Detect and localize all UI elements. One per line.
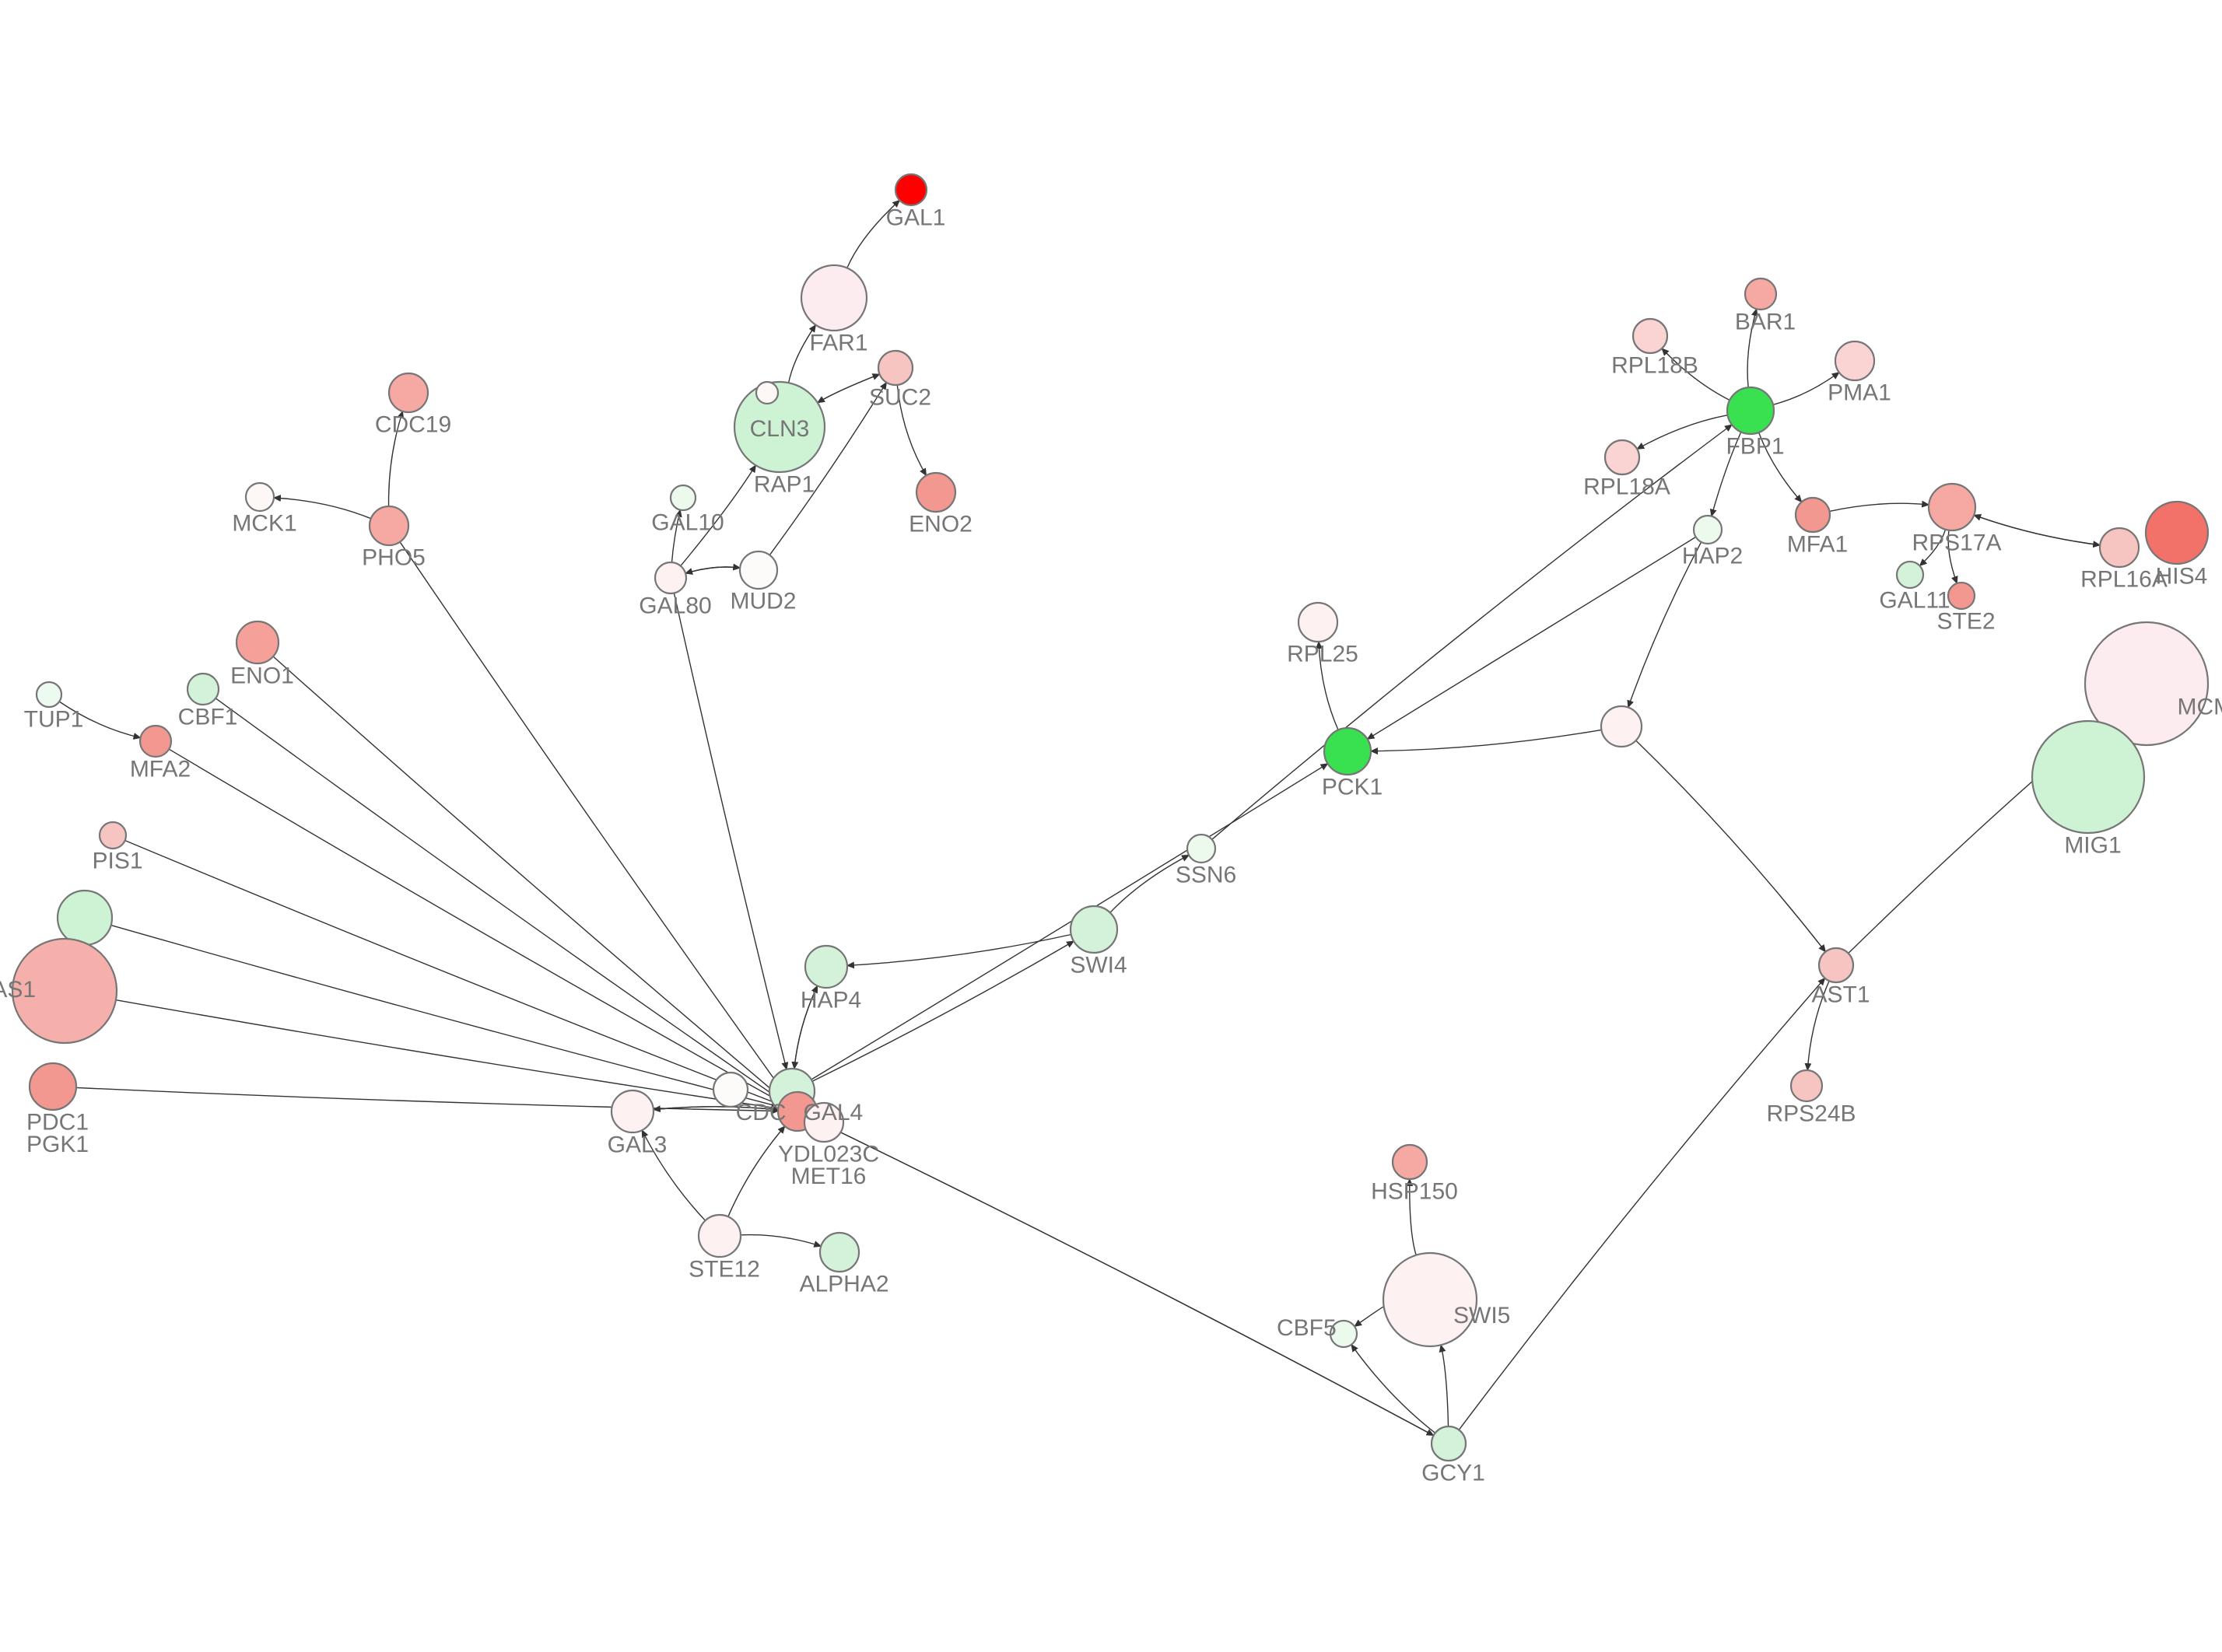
svg-text:TUP1: TUP1 [24,707,84,733]
svg-text:HSP150: HSP150 [1371,1179,1458,1205]
svg-text:HAP4: HAP4 [801,988,861,1013]
svg-text:AST1: AST1 [1811,982,1870,1008]
svg-text:ENO1: ENO1 [230,663,294,689]
svg-text:SUC2: SUC2 [869,385,931,411]
svg-text:ALPHA2: ALPHA2 [799,1272,888,1297]
svg-text:GAL80: GAL80 [639,593,711,619]
svg-text:CDC19: CDC19 [375,412,451,438]
svg-text:PHO5: PHO5 [362,545,426,571]
svg-text:GAL10: GAL10 [651,510,724,536]
svg-text:GCY1: GCY1 [1421,1461,1485,1486]
svg-text:MFA2: MFA2 [130,757,191,782]
svg-text:FAR1: FAR1 [809,331,867,356]
svg-text:RPL18A: RPL18A [1583,474,1670,500]
svg-text:BAR1: BAR1 [1735,310,1796,335]
svg-text:GAL3: GAL3 [608,1132,668,1158]
svg-text:MET16: MET16 [791,1164,867,1189]
svg-text:GAL4: GAL4 [804,1100,864,1125]
svg-text:CBF1: CBF1 [178,705,238,730]
svg-text:ENO2: ENO2 [909,512,973,537]
svg-text:MCK1: MCK1 [232,511,296,537]
svg-text:PMA1: PMA1 [1828,380,1891,406]
svg-text:CBF5: CBF5 [1277,1315,1337,1341]
svg-text:PCK1: PCK1 [1322,775,1383,800]
svg-text:RPL16A: RPL16A [2080,567,2168,593]
svg-text:PIS1: PIS1 [92,849,142,874]
svg-text:SSN6: SSN6 [1176,863,1236,888]
svg-text:RPL25: RPL25 [1287,642,1358,667]
svg-text:MFA1: MFA1 [1787,532,1848,558]
svg-text:RAP1: RAP1 [754,472,815,498]
svg-text:STE2: STE2 [1936,609,1995,635]
svg-text:SWI5: SWI5 [1453,1303,1510,1328]
svg-text:HAP2: HAP2 [1682,544,1743,569]
svg-text:CDC: CDC [736,1100,787,1125]
svg-text:PGK1: PGK1 [26,1132,89,1157]
svg-text:FBP1: FBP1 [1726,434,1784,460]
svg-text:RPS24B: RPS24B [1766,1101,1856,1127]
svg-text:MCM1: MCM1 [2178,695,2222,720]
svg-text:RPS17A: RPS17A [1912,530,2001,556]
svg-text:CLN3: CLN3 [750,416,810,442]
svg-text:RPL18B: RPL18B [1611,353,1698,379]
svg-text:AS1: AS1 [0,977,36,1003]
svg-text:HIS4: HIS4 [2156,564,2208,590]
svg-text:MIG1: MIG1 [2064,833,2121,859]
svg-text:GAL1: GAL1 [886,205,946,231]
svg-text:MUD2: MUD2 [730,589,796,614]
svg-text:STE12: STE12 [689,1257,760,1283]
svg-text:SWI4: SWI4 [1070,953,1127,978]
